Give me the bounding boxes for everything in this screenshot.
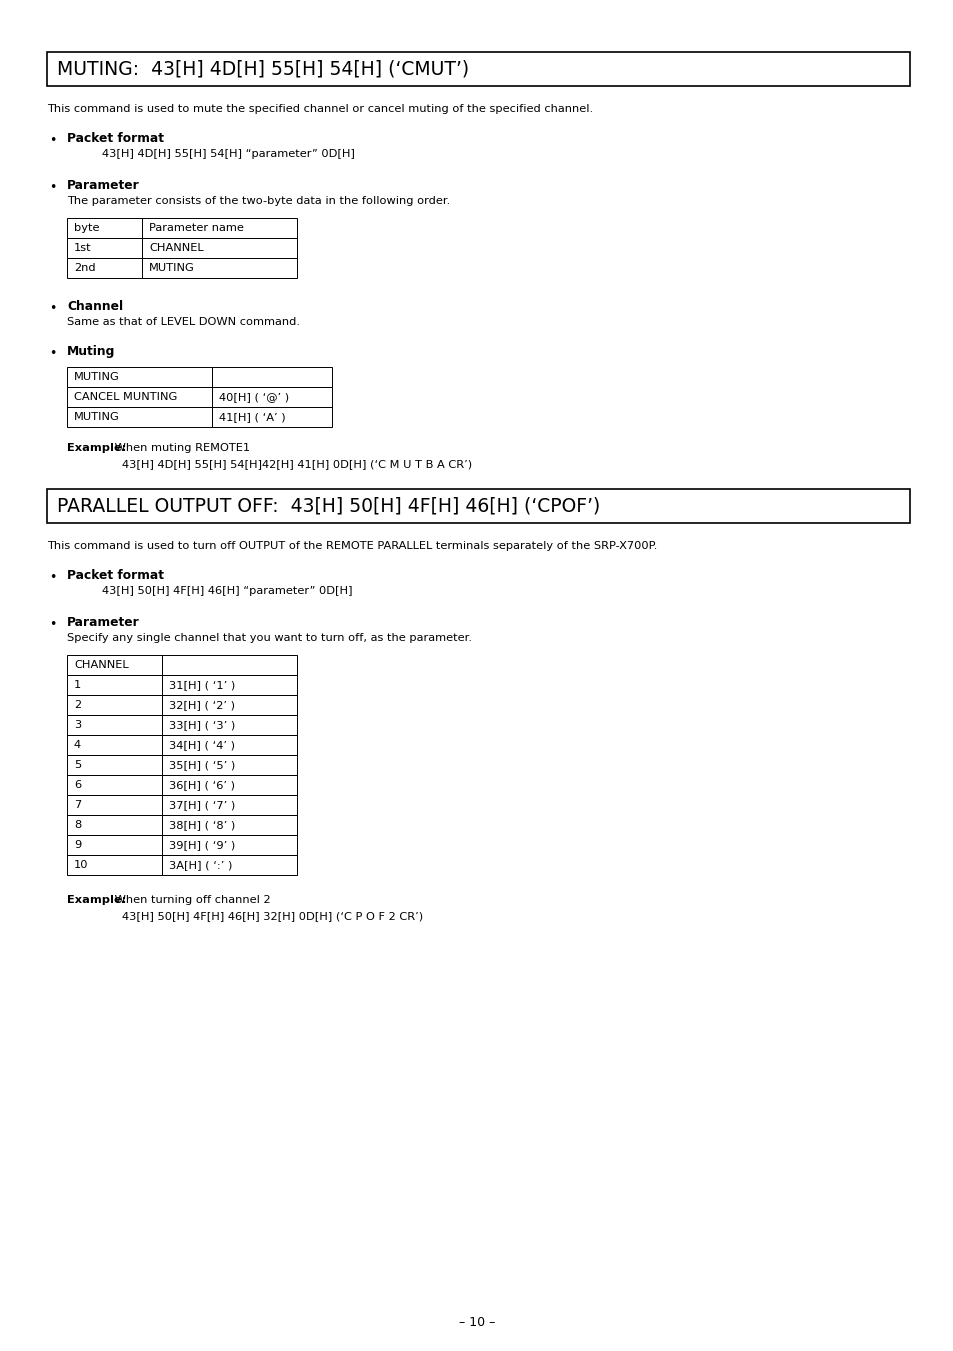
FancyBboxPatch shape: [162, 815, 296, 835]
Text: •: •: [49, 134, 56, 147]
FancyBboxPatch shape: [162, 835, 296, 855]
Text: CHANNEL: CHANNEL: [149, 243, 203, 253]
FancyBboxPatch shape: [142, 258, 296, 278]
Text: Channel: Channel: [67, 300, 123, 313]
Text: 2: 2: [74, 700, 81, 711]
FancyBboxPatch shape: [67, 238, 142, 258]
Text: 4: 4: [74, 740, 81, 750]
FancyBboxPatch shape: [212, 386, 332, 407]
Text: 10: 10: [74, 861, 89, 870]
Text: byte: byte: [74, 223, 99, 232]
FancyBboxPatch shape: [162, 655, 296, 676]
FancyBboxPatch shape: [67, 755, 162, 775]
FancyBboxPatch shape: [162, 694, 296, 715]
FancyBboxPatch shape: [67, 386, 212, 407]
FancyBboxPatch shape: [212, 407, 332, 427]
FancyBboxPatch shape: [47, 489, 909, 523]
Text: 32[H] ( ‘2’ ): 32[H] ( ‘2’ ): [169, 700, 234, 711]
FancyBboxPatch shape: [67, 835, 162, 855]
FancyBboxPatch shape: [67, 676, 162, 694]
Text: CANCEL MUNTING: CANCEL MUNTING: [74, 392, 177, 403]
Text: When turning off channel 2: When turning off channel 2: [111, 894, 271, 905]
Text: 9: 9: [74, 840, 81, 850]
Text: MUTING: MUTING: [149, 263, 194, 273]
Text: Parameter name: Parameter name: [149, 223, 244, 232]
Text: Example:: Example:: [67, 443, 126, 453]
FancyBboxPatch shape: [67, 655, 162, 676]
Text: 2nd: 2nd: [74, 263, 95, 273]
FancyBboxPatch shape: [67, 367, 212, 386]
FancyBboxPatch shape: [67, 794, 162, 815]
Text: Example:: Example:: [67, 894, 126, 905]
FancyBboxPatch shape: [162, 775, 296, 794]
Text: Muting: Muting: [67, 345, 115, 358]
FancyBboxPatch shape: [162, 676, 296, 694]
Text: •: •: [49, 303, 56, 315]
Text: 33[H] ( ‘3’ ): 33[H] ( ‘3’ ): [169, 720, 235, 730]
Text: PARALLEL OUTPUT OFF:  43[H] 50[H] 4F[H] 46[H] (‘CPOF’): PARALLEL OUTPUT OFF: 43[H] 50[H] 4F[H] 4…: [57, 497, 599, 516]
FancyBboxPatch shape: [67, 258, 142, 278]
FancyBboxPatch shape: [162, 755, 296, 775]
FancyBboxPatch shape: [67, 407, 212, 427]
Text: 1st: 1st: [74, 243, 91, 253]
FancyBboxPatch shape: [67, 855, 162, 875]
Text: 43[H] 4D[H] 55[H] 54[H] “parameter” 0D[H]: 43[H] 4D[H] 55[H] 54[H] “parameter” 0D[H…: [102, 149, 355, 159]
Text: 39[H] ( ‘9’ ): 39[H] ( ‘9’ ): [169, 840, 235, 850]
FancyBboxPatch shape: [162, 715, 296, 735]
FancyBboxPatch shape: [47, 51, 909, 86]
FancyBboxPatch shape: [162, 735, 296, 755]
Text: 35[H] ( ‘5’ ): 35[H] ( ‘5’ ): [169, 761, 235, 770]
Text: 8: 8: [74, 820, 81, 830]
Text: 43[H] 50[H] 4F[H] 46[H] 32[H] 0D[H] (‘C P O F 2 CR’): 43[H] 50[H] 4F[H] 46[H] 32[H] 0D[H] (‘C …: [122, 911, 423, 921]
Text: Parameter: Parameter: [67, 616, 139, 630]
FancyBboxPatch shape: [212, 367, 332, 386]
Text: 37[H] ( ‘7’ ): 37[H] ( ‘7’ ): [169, 800, 235, 811]
Text: The parameter consists of the two-byte data in the following order.: The parameter consists of the two-byte d…: [67, 196, 450, 205]
FancyBboxPatch shape: [67, 815, 162, 835]
Text: 43[H] 4D[H] 55[H] 54[H]42[H] 41[H] 0D[H] (‘C M U T B A CR’): 43[H] 4D[H] 55[H] 54[H]42[H] 41[H] 0D[H]…: [122, 459, 472, 469]
Text: Specify any single channel that you want to turn off, as the parameter.: Specify any single channel that you want…: [67, 634, 472, 643]
Text: Same as that of LEVEL DOWN command.: Same as that of LEVEL DOWN command.: [67, 317, 299, 327]
Text: 5: 5: [74, 761, 81, 770]
Text: MUTING:  43[H] 4D[H] 55[H] 54[H] (‘CMUT’): MUTING: 43[H] 4D[H] 55[H] 54[H] (‘CMUT’): [57, 59, 469, 78]
Text: – 10 –: – 10 –: [458, 1316, 495, 1329]
FancyBboxPatch shape: [162, 855, 296, 875]
Text: 43[H] 50[H] 4F[H] 46[H] “parameter” 0D[H]: 43[H] 50[H] 4F[H] 46[H] “parameter” 0D[H…: [102, 586, 352, 596]
FancyBboxPatch shape: [67, 775, 162, 794]
Text: 38[H] ( ‘8’ ): 38[H] ( ‘8’ ): [169, 820, 235, 830]
FancyBboxPatch shape: [67, 715, 162, 735]
Text: Packet format: Packet format: [67, 569, 164, 582]
Text: 36[H] ( ‘6’ ): 36[H] ( ‘6’ ): [169, 780, 234, 790]
Text: Packet format: Packet format: [67, 132, 164, 145]
Text: This command is used to turn off OUTPUT of the REMOTE PARALLEL terminals separat: This command is used to turn off OUTPUT …: [47, 540, 657, 551]
Text: •: •: [49, 181, 56, 195]
FancyBboxPatch shape: [67, 694, 162, 715]
Text: MUTING: MUTING: [74, 372, 120, 382]
Text: 3: 3: [74, 720, 81, 730]
Text: •: •: [49, 571, 56, 584]
FancyBboxPatch shape: [142, 238, 296, 258]
FancyBboxPatch shape: [67, 735, 162, 755]
Text: 34[H] ( ‘4’ ): 34[H] ( ‘4’ ): [169, 740, 234, 750]
Text: 40[H] ( ‘@’ ): 40[H] ( ‘@’ ): [219, 392, 289, 403]
Text: CHANNEL: CHANNEL: [74, 661, 129, 670]
Text: •: •: [49, 617, 56, 631]
Text: •: •: [49, 347, 56, 359]
Text: 6: 6: [74, 780, 81, 790]
Text: This command is used to mute the specified channel or cancel muting of the speci: This command is used to mute the specifi…: [47, 104, 593, 113]
FancyBboxPatch shape: [142, 218, 296, 238]
Text: 7: 7: [74, 800, 81, 811]
Text: 1: 1: [74, 680, 81, 690]
Text: 31[H] ( ‘1’ ): 31[H] ( ‘1’ ): [169, 680, 235, 690]
Text: 3A[H] ( ‘:’ ): 3A[H] ( ‘:’ ): [169, 861, 233, 870]
Text: MUTING: MUTING: [74, 412, 120, 422]
FancyBboxPatch shape: [162, 794, 296, 815]
Text: 41[H] ( ‘A’ ): 41[H] ( ‘A’ ): [219, 412, 285, 422]
FancyBboxPatch shape: [67, 218, 142, 238]
Text: When muting REMOTE1: When muting REMOTE1: [111, 443, 250, 453]
Text: Parameter: Parameter: [67, 178, 139, 192]
